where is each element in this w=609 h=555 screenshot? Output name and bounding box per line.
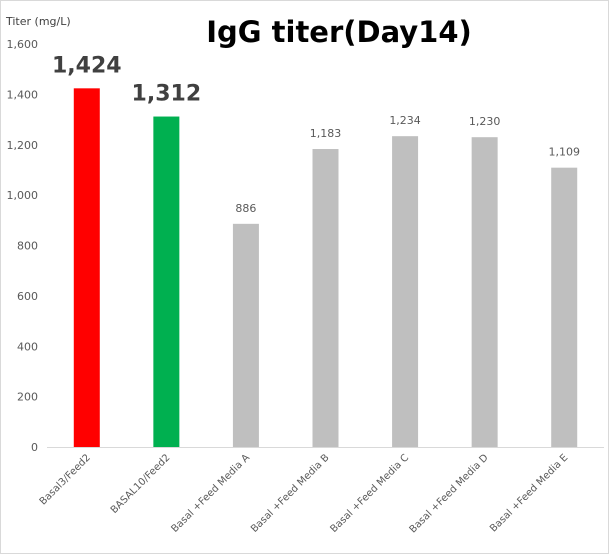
bar: [551, 167, 578, 447]
y-tick-label: 1,600: [7, 38, 39, 51]
bar: [471, 137, 498, 447]
chart-title: IgG titer(Day14): [206, 15, 472, 49]
x-tick-label: Basal3/Feed2: [38, 452, 93, 507]
y-tick-label: 0: [31, 441, 38, 454]
bar: [312, 149, 339, 448]
y-axis-label: Titer (mg/L): [5, 15, 71, 28]
x-tick-label: Basal +Feed Media D: [408, 452, 491, 535]
data-label: 1,424: [52, 53, 122, 78]
y-tick-label: 1,200: [7, 139, 39, 152]
y-tick-label: 800: [17, 240, 38, 253]
x-tick-label: Basal +Feed Media C: [329, 452, 412, 535]
y-tick-label: 400: [17, 340, 38, 353]
data-label: 1,312: [132, 82, 202, 107]
bar: [232, 223, 259, 447]
data-labels: 1,424 1,312 886 1,183 1,234 1,230 1,109: [52, 53, 580, 215]
data-label: 1,234: [389, 114, 421, 127]
data-label: 1,183: [310, 127, 342, 140]
bar: [392, 136, 419, 447]
x-tick-label: BASAL10/Feed2: [109, 452, 173, 516]
bar: [153, 116, 180, 447]
x-tick-label: Basal +Feed Media A: [169, 452, 252, 535]
data-label: 1,109: [548, 146, 580, 159]
data-label: 886: [235, 202, 256, 215]
y-tick-label: 600: [17, 290, 38, 303]
y-tick-label: 200: [17, 391, 38, 404]
x-tick-label: Basal +Feed Media B: [249, 452, 332, 535]
data-label: 1,230: [469, 115, 501, 128]
y-tick-label: 1,000: [7, 189, 39, 202]
x-tick-label: Basal +Feed Media E: [488, 452, 570, 534]
y-tick-label: 1,400: [7, 88, 39, 101]
y-axis-ticks: 0 200 400 600 800 1,000 1,200 1,400 1,600: [7, 38, 39, 454]
bar: [73, 88, 100, 447]
bars: [73, 88, 578, 448]
